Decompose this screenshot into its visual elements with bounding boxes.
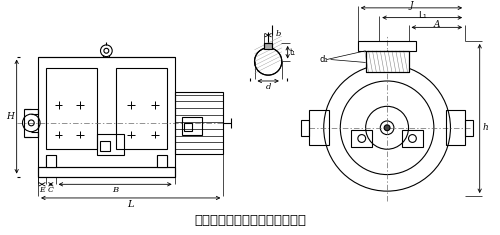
Bar: [174, 92, 224, 154]
Bar: [366, 51, 408, 72]
Bar: [184, 123, 192, 131]
Text: A: A: [434, 20, 440, 29]
Bar: [309, 110, 328, 145]
Text: L: L: [128, 200, 134, 209]
Bar: [182, 117, 202, 135]
Bar: [383, 59, 391, 66]
Text: 交流转差式电磁离合器外形尺寸: 交流转差式电磁离合器外形尺寸: [194, 214, 306, 227]
Text: d: d: [266, 83, 271, 91]
Bar: [302, 120, 309, 136]
Text: B: B: [112, 186, 118, 194]
Text: d₁: d₁: [320, 55, 328, 64]
Bar: [38, 167, 174, 176]
Text: h: h: [482, 123, 488, 132]
Bar: [38, 57, 174, 167]
Bar: [46, 155, 56, 167]
Bar: [351, 130, 372, 147]
Bar: [157, 155, 167, 167]
Bar: [366, 51, 408, 72]
Bar: [116, 68, 167, 149]
Text: E: E: [39, 186, 45, 194]
Text: C: C: [48, 186, 54, 194]
Bar: [96, 134, 124, 155]
Text: L₁: L₁: [418, 11, 426, 20]
Bar: [46, 68, 96, 149]
Bar: [465, 120, 473, 136]
Text: b: b: [276, 30, 281, 38]
Text: J: J: [410, 1, 414, 10]
Bar: [358, 41, 416, 51]
Circle shape: [384, 125, 390, 131]
Bar: [402, 130, 423, 147]
Bar: [100, 141, 110, 151]
Bar: [446, 110, 465, 145]
Text: H: H: [6, 112, 14, 121]
Text: t₁: t₁: [290, 48, 296, 57]
Bar: [264, 43, 272, 49]
